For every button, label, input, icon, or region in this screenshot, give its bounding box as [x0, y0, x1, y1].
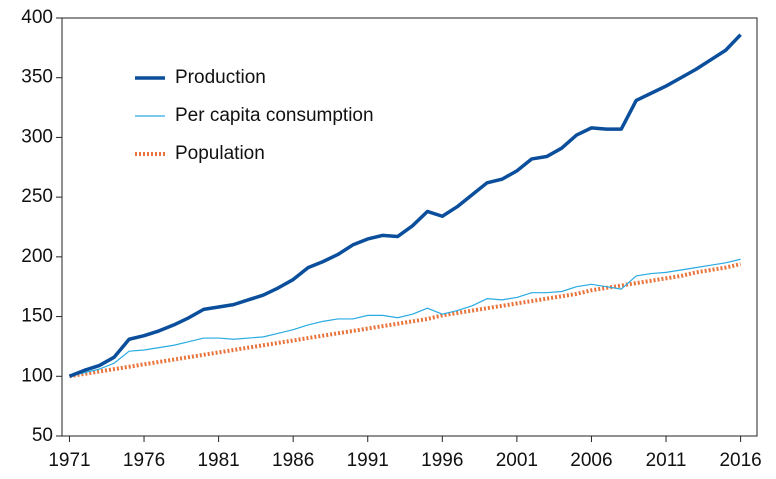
x-tick-label: 1981	[197, 450, 239, 471]
legend-label: Per capita consumption	[175, 105, 374, 126]
x-tick-label: 1986	[272, 450, 314, 471]
x-tick-label: 2011	[646, 450, 687, 471]
y-tick-label: 200	[21, 246, 53, 267]
y-tick-label: 300	[21, 126, 53, 147]
y-tick-label: 50	[32, 425, 53, 446]
x-tick-label: 1971	[48, 450, 90, 471]
y-tick-label: 100	[21, 365, 53, 386]
legend-label: Production	[175, 67, 266, 88]
series-line	[69, 258, 741, 377]
x-tick-label: 1991	[347, 450, 389, 471]
y-tick-label: 350	[21, 67, 53, 88]
x-tick-label: 2001	[496, 450, 538, 471]
x-tick-label: 1996	[421, 450, 463, 471]
series-line	[68, 33, 742, 378]
x-tick-label: 1976	[123, 450, 165, 471]
y-tick-label: 400	[21, 7, 53, 28]
y-tick-label: 150	[21, 306, 53, 327]
plot-frame	[61, 17, 758, 437]
series-line	[69, 262, 742, 379]
x-tick-label: 2016	[719, 450, 761, 471]
y-tick-label: 250	[21, 186, 53, 207]
x-tick-label: 2006	[570, 450, 612, 471]
legend-label: Population	[175, 143, 265, 164]
